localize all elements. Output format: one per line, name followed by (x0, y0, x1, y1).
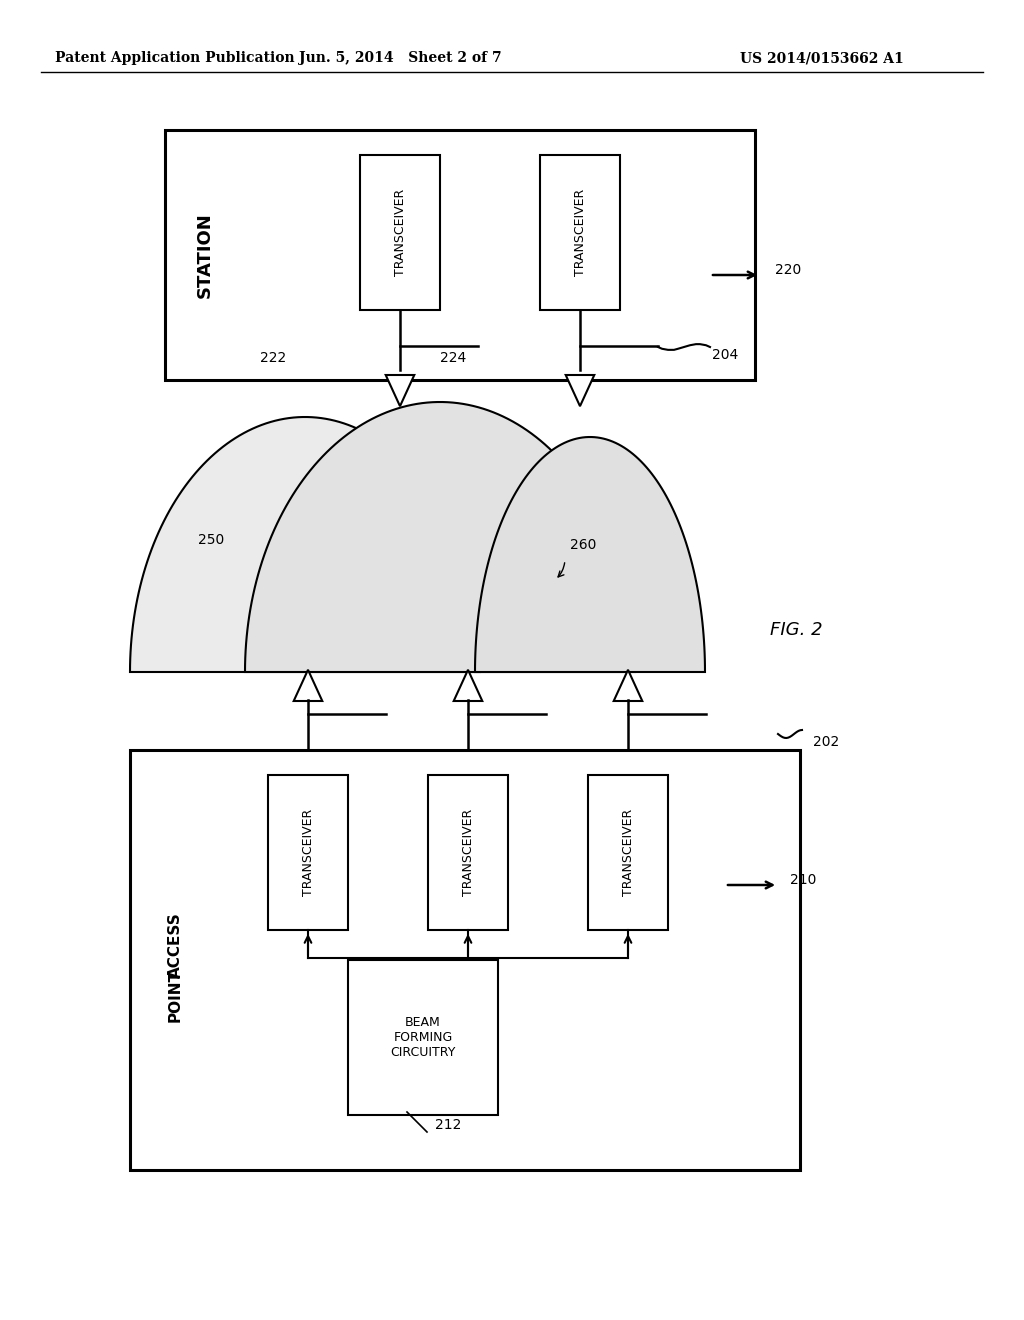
Polygon shape (245, 403, 635, 672)
Text: Patent Application Publication: Patent Application Publication (55, 51, 295, 65)
Text: POINT: POINT (168, 969, 182, 1022)
Text: TRANSCEIVER: TRANSCEIVER (393, 189, 407, 276)
Text: 202: 202 (813, 735, 840, 748)
Text: TRANSCEIVER: TRANSCEIVER (622, 809, 635, 896)
Text: 204: 204 (712, 348, 738, 362)
Text: 224: 224 (440, 351, 466, 366)
Bar (540, 154, 620, 310)
Bar (165, 129, 755, 380)
Bar (428, 775, 508, 931)
Bar (348, 960, 498, 1115)
Bar (268, 775, 348, 931)
Text: STATION: STATION (196, 213, 214, 298)
Text: TRANSCEIVER: TRANSCEIVER (301, 809, 314, 896)
Text: 212: 212 (435, 1118, 462, 1133)
Text: 260: 260 (570, 539, 596, 552)
Polygon shape (386, 375, 415, 407)
Text: 250: 250 (198, 533, 224, 546)
Polygon shape (613, 669, 642, 701)
Text: Jun. 5, 2014   Sheet 2 of 7: Jun. 5, 2014 Sheet 2 of 7 (299, 51, 502, 65)
Text: FIG. 2: FIG. 2 (770, 620, 822, 639)
Text: US 2014/0153662 A1: US 2014/0153662 A1 (740, 51, 904, 65)
Text: TRANSCEIVER: TRANSCEIVER (573, 189, 587, 276)
Polygon shape (454, 669, 482, 701)
Text: TRANSCEIVER: TRANSCEIVER (462, 809, 474, 896)
Polygon shape (294, 669, 323, 701)
Polygon shape (475, 437, 705, 672)
Text: BEAM
FORMING
CIRCUITRY: BEAM FORMING CIRCUITRY (390, 1016, 456, 1059)
Text: 220: 220 (775, 263, 801, 277)
Polygon shape (565, 375, 594, 407)
Text: 210: 210 (790, 873, 816, 887)
Bar (588, 775, 668, 931)
FancyArrowPatch shape (558, 562, 564, 577)
Text: ACCESS: ACCESS (168, 912, 182, 978)
Text: 222: 222 (260, 351, 287, 366)
Polygon shape (130, 417, 480, 672)
Bar (130, 750, 800, 1170)
Bar (360, 154, 440, 310)
